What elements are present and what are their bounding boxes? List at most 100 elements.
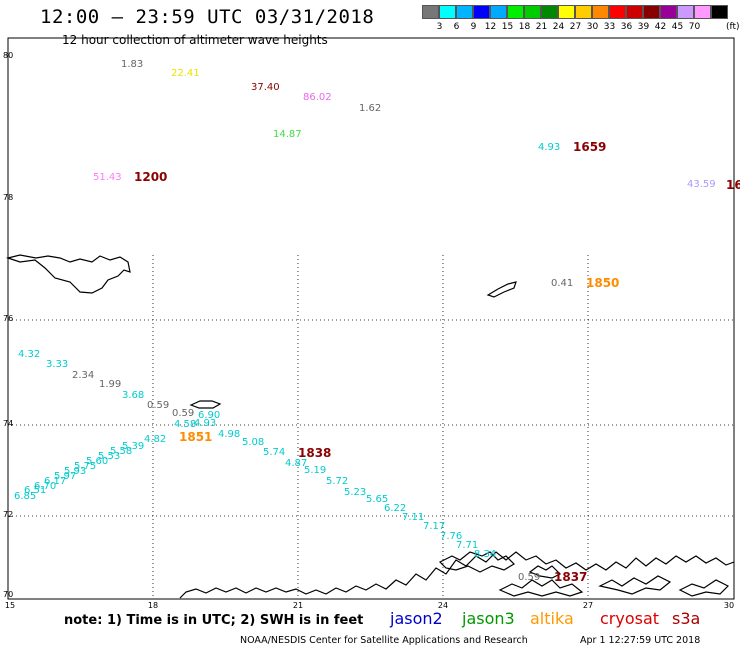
coastlines xyxy=(5,254,735,599)
legend-swatch xyxy=(473,5,490,19)
wave-height-value: 5.97 xyxy=(54,471,77,482)
lat-label-76: 76 xyxy=(3,314,14,323)
legend-label: 45 xyxy=(671,22,684,32)
kvitoya-coast xyxy=(486,281,517,298)
wave-height-value: 1.83 xyxy=(121,59,144,70)
wave-height-value: 7.76 xyxy=(440,531,463,542)
wave-height-value: 5.93 xyxy=(64,466,87,477)
wave-height-value: 0.59 xyxy=(147,400,170,411)
wave-height-value: 4.98 xyxy=(218,429,241,440)
sat-s3a: s3a xyxy=(672,609,701,628)
wave-height-value: 6.17 xyxy=(44,476,67,487)
lat-label-70: 70 xyxy=(3,590,14,599)
wave-height-value: 5.72 xyxy=(326,476,349,487)
wave-height-value: 22.41 xyxy=(171,68,200,79)
wave-height-value: 5.75 xyxy=(74,461,97,472)
wave-height-value: 6.22 xyxy=(384,503,407,514)
wave-height-value: 51.43 xyxy=(93,172,122,183)
lon-label-18: 18 xyxy=(147,601,159,610)
pass-time-label: 1850 xyxy=(586,276,620,290)
wave-height-value: 7.17 xyxy=(423,521,446,532)
wave-height-value: 0.59 xyxy=(172,408,195,419)
legend-swatch xyxy=(677,5,694,19)
wave-height-value: 5.65 xyxy=(366,494,389,505)
sat-altika: altika xyxy=(530,609,574,628)
legend-swatch xyxy=(609,5,626,19)
legend-label: 42 xyxy=(654,22,667,32)
legend-label: 18 xyxy=(518,22,531,32)
wave-height-value: 6.51 xyxy=(24,485,47,496)
bear-island-coast xyxy=(189,400,222,409)
wave-height-value: 3.68 xyxy=(122,390,145,401)
lon-label-21: 21 xyxy=(292,601,304,610)
lon-label-24: 24 xyxy=(437,601,449,610)
legend-label: 3 xyxy=(436,22,443,32)
legend-swatch xyxy=(711,5,728,19)
legend-swatch xyxy=(694,5,711,19)
wave-height-value: 4.87 xyxy=(285,458,308,469)
sat-jason3: jason3 xyxy=(462,609,515,628)
wave-height-value: 4.82 xyxy=(144,434,167,445)
pass-time-label: 16 xyxy=(726,178,740,192)
wave-height-value: 0.59 xyxy=(518,572,541,583)
wave-height-value: 7.71 xyxy=(456,540,479,551)
wave-height-value: 8.34 xyxy=(474,549,497,560)
generated-timestamp: Apr 1 12:27:59 UTC 2018 xyxy=(580,635,701,646)
wave-height-value: 5.08 xyxy=(242,437,265,448)
wave-height-value: 1.62 xyxy=(359,103,382,114)
wave-height-value: 5.39 xyxy=(122,441,145,452)
wave-height-value: 5.60 xyxy=(86,456,109,467)
lat-label-80: 80 xyxy=(3,51,14,60)
sat-jason2: jason2 xyxy=(390,609,443,628)
legend-label: 30 xyxy=(586,22,599,32)
legend-swatch xyxy=(524,5,541,19)
legend-swatch xyxy=(558,5,575,19)
legend-swatch xyxy=(507,5,524,19)
wave-height-value: 4.58 xyxy=(174,419,197,430)
legend-label: 39 xyxy=(637,22,650,32)
sat-cryosat: cryosat xyxy=(600,609,660,628)
legend-label: 70 xyxy=(688,22,701,32)
legend-swatch xyxy=(422,5,439,19)
legend-label: 9 xyxy=(470,22,477,32)
legend-unit: (ft) xyxy=(726,22,740,32)
lon-label-15: 15 xyxy=(4,601,16,610)
wave-height-value: 5.19 xyxy=(304,465,327,476)
legend-label: 15 xyxy=(501,22,514,32)
legend-label: 24 xyxy=(552,22,565,32)
norway-russia-coast xyxy=(179,551,735,599)
lon-label-30: 30 xyxy=(723,601,735,610)
wave-height-value: 0.41 xyxy=(551,278,574,289)
map-subtitle: 12 hour collection of altimeter wave hei… xyxy=(62,33,328,47)
map-title: 12:00 – 23:59 UTC 03/31/2018 xyxy=(40,6,375,28)
pass-time-label: 1838 xyxy=(298,446,332,460)
wave-height-value: 43.59 xyxy=(687,179,716,190)
wave-height-value: 37.40 xyxy=(251,82,280,93)
legend-swatch xyxy=(575,5,592,19)
legend-label: 27 xyxy=(569,22,582,32)
lat-label-74: 74 xyxy=(3,419,14,428)
lat-label-72: 72 xyxy=(3,510,14,519)
legend-swatch xyxy=(626,5,643,19)
graticule xyxy=(8,255,734,599)
wave-height-value: 5.58 xyxy=(110,446,133,457)
wave-height-value: 4.93 xyxy=(538,142,561,153)
wave-height-value: 6.70 xyxy=(34,481,57,492)
legend-label: 6 xyxy=(453,22,460,32)
map-frame xyxy=(7,37,735,600)
legend-label: 21 xyxy=(535,22,548,32)
wave-height-value: 86.02 xyxy=(303,92,332,103)
wave-height-value: 2.34 xyxy=(72,370,95,381)
credit-line: NOAA/NESDIS Center for Satellite Applica… xyxy=(240,635,528,646)
wave-height-value: 14.87 xyxy=(273,129,302,140)
pass-time-label: 1837 xyxy=(554,570,588,584)
pass-time-label: 1851 xyxy=(179,430,213,444)
legend-label: 12 xyxy=(484,22,497,32)
legend-label: 36 xyxy=(620,22,633,32)
wave-height-value: 5.23 xyxy=(344,487,367,498)
svalbard-coast xyxy=(5,254,131,294)
wave-height-value: 4.93 xyxy=(194,418,217,429)
legend-swatch xyxy=(660,5,677,19)
wave-height-value: 6.85 xyxy=(14,491,37,502)
wave-height-value: 4.32 xyxy=(18,349,41,360)
